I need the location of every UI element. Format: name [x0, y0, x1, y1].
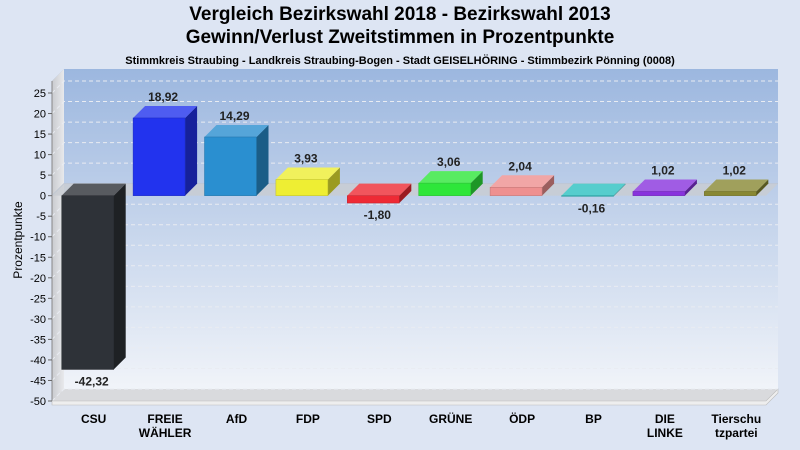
y-tick-label: -30 [30, 314, 46, 326]
bar-front [275, 179, 329, 196]
bar [561, 183, 626, 197]
bar-side [327, 167, 340, 196]
grid-line [51, 142, 778, 155]
bar-side [399, 183, 412, 204]
y-tick-label: 5 [40, 170, 46, 182]
x-tick-label: WÄHLER [139, 425, 192, 440]
grid-line [51, 162, 778, 176]
bar-front [132, 117, 186, 196]
bar-front [61, 195, 114, 370]
y-tick-label: 0 [40, 191, 46, 203]
bar-top [418, 171, 483, 184]
bar-top [275, 167, 340, 180]
bar-front [561, 195, 614, 197]
grid-line [51, 121, 778, 135]
bar-top [204, 124, 269, 137]
bar-top [632, 179, 697, 192]
x-tick-label: FDP [296, 412, 320, 426]
bar-front [204, 136, 257, 196]
grid-line [51, 80, 778, 94]
chart-title: Vergleich Bezirkswahl 2018 - Bezirkswahl… [189, 4, 611, 25]
bar-top [490, 175, 555, 188]
data-label: 18,92 [148, 90, 178, 104]
bar-front [418, 182, 471, 196]
data-label: -42,32 [75, 374, 109, 388]
y-tick-label: 25 [34, 88, 46, 100]
y-tick-label: -40 [30, 355, 46, 367]
y-tick-label: -45 [30, 375, 46, 387]
bar-side [613, 183, 626, 197]
x-tick-label: ÖDP [509, 411, 535, 426]
bar [704, 179, 769, 196]
data-label: 1,02 [723, 163, 747, 177]
bar-side [470, 171, 483, 196]
chart-region: Stimmkreis Straubing - Landkreis Straubi… [125, 55, 675, 67]
bar-side [113, 183, 126, 370]
bar [61, 183, 126, 370]
grid-line [51, 101, 778, 114]
data-label: 2,04 [508, 159, 532, 173]
x-tick-label: SPD [367, 412, 392, 426]
bar-top [704, 179, 769, 192]
y-tick-label: -10 [30, 232, 46, 244]
bar [489, 175, 555, 196]
bar-front [704, 191, 757, 196]
value-labels: -42,32 18,92 14,29 3,93 -1,80 3,06 2,04 -0,16 1,… [75, 90, 747, 388]
bar [275, 167, 340, 196]
y-tick-label: 15 [34, 129, 46, 141]
bar-top [347, 183, 412, 196]
bar-side [542, 175, 555, 196]
y-tick-label: 10 [34, 150, 46, 162]
y-tick-label: -35 [30, 334, 46, 346]
x-tick-label: DIE [655, 412, 675, 426]
bar-side [756, 179, 769, 196]
data-label: 1,02 [651, 163, 675, 177]
bar [132, 105, 198, 196]
y-axis-label: Prozentpunkte [11, 201, 25, 279]
x-tick-label: tzpartei [715, 426, 758, 440]
y-tick-label: 20 [34, 109, 46, 121]
plot-floor-edge [51, 388, 779, 406]
bars [61, 105, 769, 370]
y-axis: 25 20 15 10 5 0 -5 -10 -15 -20 -25 -30 -35 -40 -45 -50 [30, 81, 53, 408]
bar-top [133, 105, 198, 118]
bar [632, 179, 697, 196]
bar-front [632, 191, 686, 196]
grid-line [51, 388, 778, 402]
bar-front [489, 187, 543, 196]
plot-floor [52, 389, 778, 401]
y-tick-label: -15 [30, 252, 46, 264]
x-tick-label: Tierschu [711, 412, 761, 426]
x-tick-label: CSU [81, 412, 106, 426]
data-label: 3,06 [437, 155, 461, 169]
bar [418, 171, 483, 196]
y-tick-label: -50 [30, 396, 46, 408]
data-label: -1,80 [364, 208, 392, 222]
y-tick-label: -20 [30, 273, 46, 285]
x-tick-label: BP [585, 412, 602, 426]
data-label: 14,29 [219, 109, 249, 123]
chart-subtitle: Gewinn/Verlust Zweitstimmen in Prozentpu… [185, 27, 615, 48]
y-tick-label: -25 [30, 293, 46, 305]
x-tick-label: FREIE [147, 412, 182, 426]
bar [347, 183, 412, 204]
bar [204, 124, 269, 196]
bar-side [185, 105, 198, 196]
x-tick-label: AfD [226, 412, 248, 426]
bar-top [61, 183, 126, 196]
bar-front [347, 195, 400, 204]
bar-top [561, 183, 626, 196]
bar-side [256, 124, 269, 196]
data-label: -0,16 [578, 201, 606, 215]
data-label: 3,93 [294, 152, 318, 166]
x-tick-label: GRÜNE [429, 411, 472, 426]
bar-side [684, 179, 697, 196]
y-tick-label: -5 [36, 211, 46, 223]
x-tick-label: LINKE [647, 426, 683, 440]
